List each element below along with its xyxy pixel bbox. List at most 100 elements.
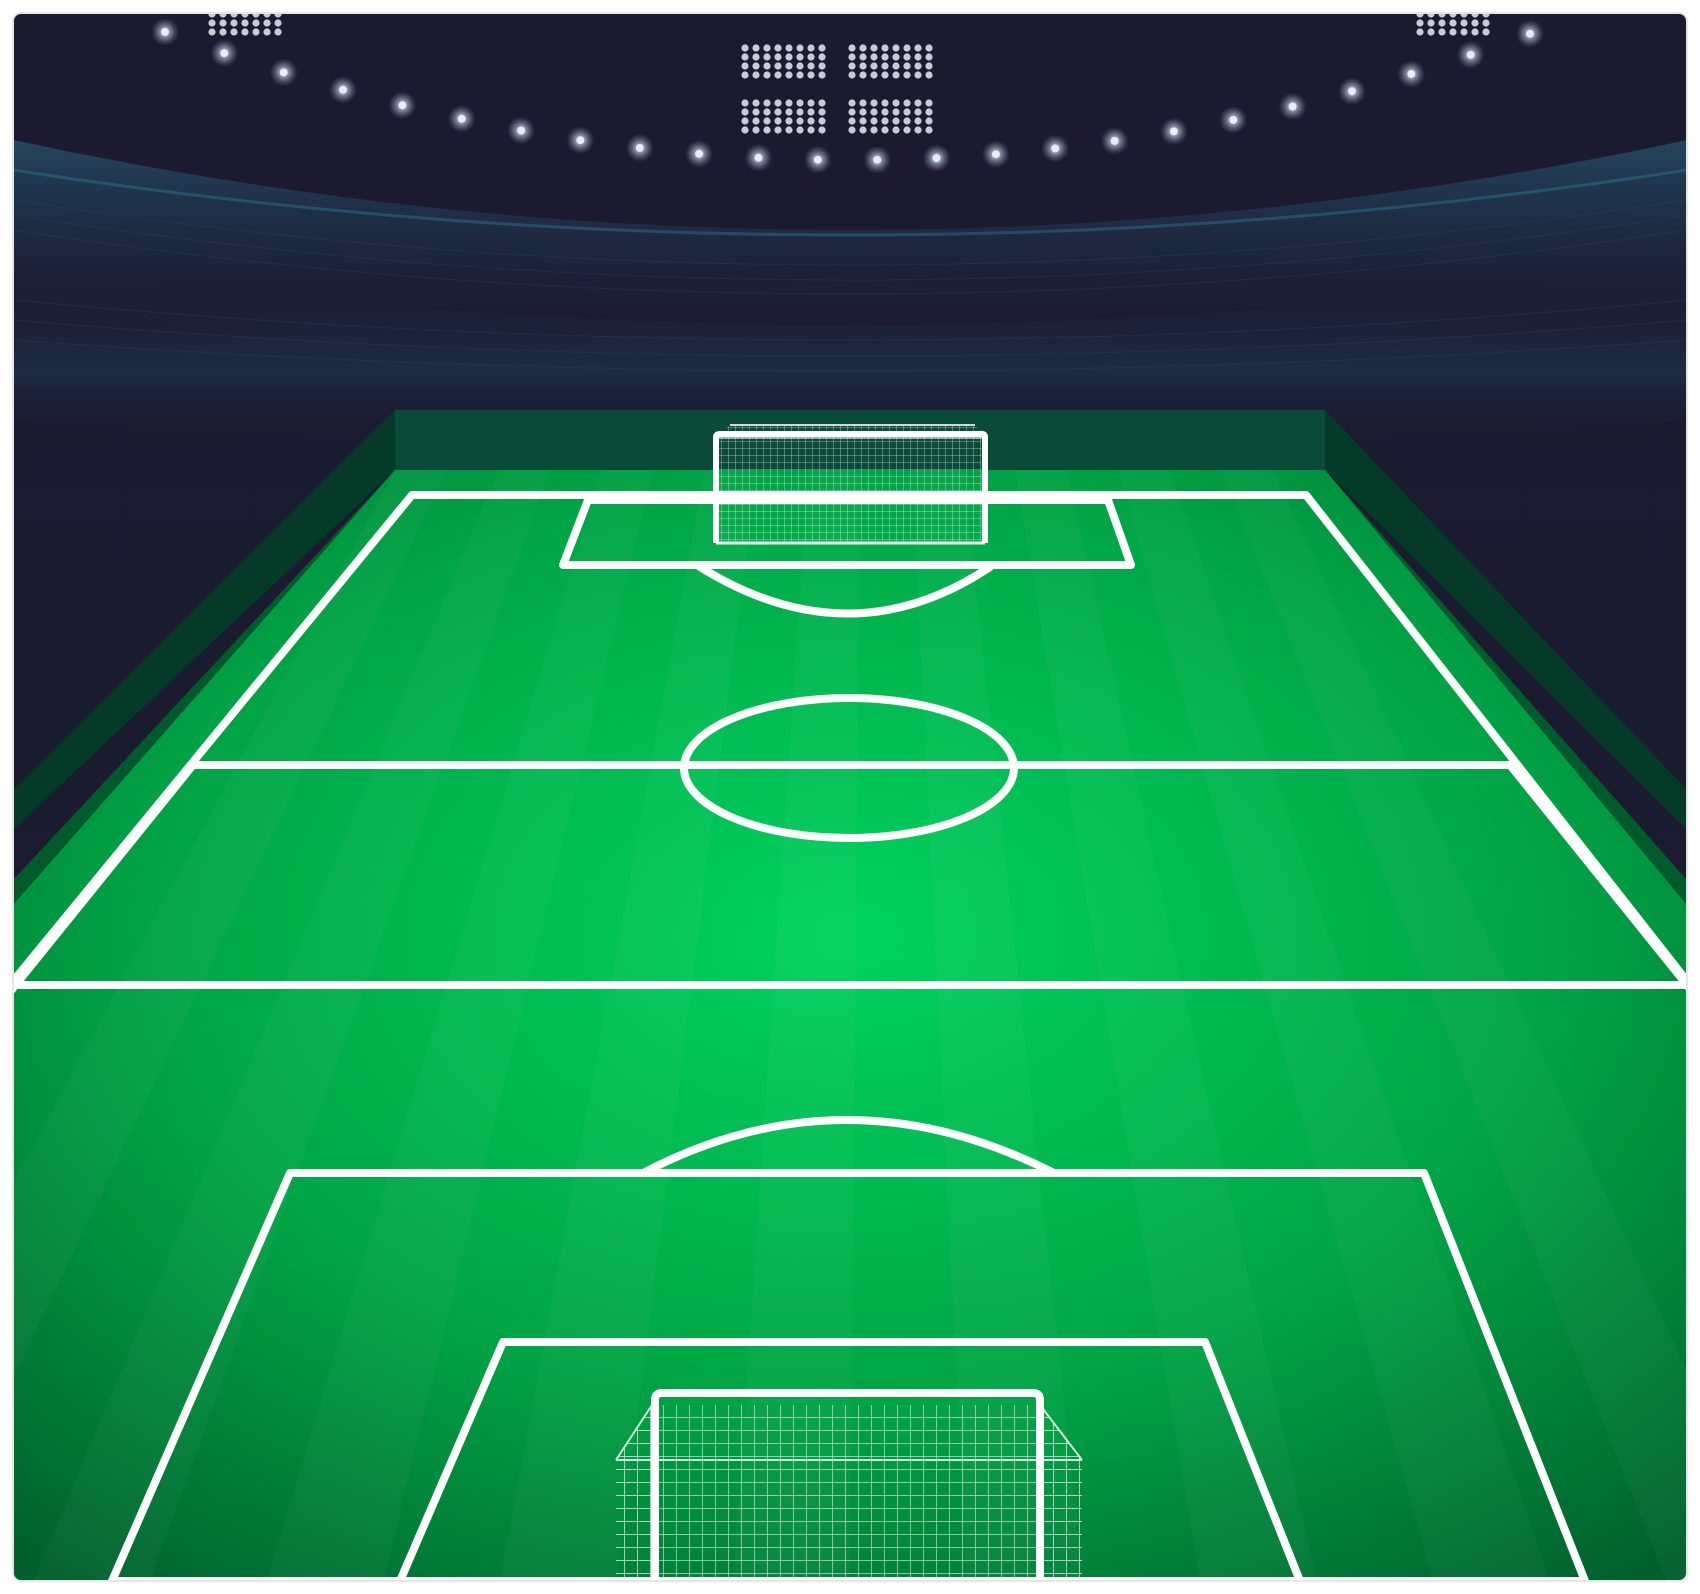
floodlight-bulb (892, 53, 900, 61)
floodlight-bulb (859, 62, 867, 70)
floodlight-bulb (903, 71, 911, 79)
pitch (13, 470, 1687, 1581)
floodlight-bulb (892, 71, 900, 79)
floodlight-bulb (859, 53, 867, 61)
floodlight-bulb (741, 99, 749, 107)
floodlight-bulb (925, 108, 933, 116)
stadium-light-core (1407, 70, 1416, 78)
far-goal-net (716, 425, 985, 543)
floodlight-bulb (903, 99, 911, 107)
floodlight-bulb (807, 99, 815, 107)
floodlight-bulb (848, 99, 856, 107)
floodlight-bulb (1471, 19, 1479, 27)
floodlight-bulb (925, 126, 933, 134)
stadium-light-core (695, 149, 704, 158)
stadium-light-core (932, 154, 941, 162)
right-wall-top (1325, 410, 1687, 830)
floodlight-bulb (752, 62, 760, 70)
floodlight-bulb (796, 108, 804, 116)
floodlight-bulb (914, 62, 922, 70)
stadium-light-core (813, 155, 822, 164)
floodlight-bulb (892, 117, 900, 125)
floodlight-bulb (818, 108, 826, 116)
floodlight-bulb (914, 117, 922, 125)
floodlight-bulb (741, 62, 749, 70)
floodlight-bulb (925, 44, 933, 52)
floodlight-bulb (796, 99, 804, 107)
goal-net-icon (615, 1389, 1083, 1581)
floodlight-bulb (763, 53, 771, 61)
floodlight-bulb (241, 19, 249, 27)
floodlight-bulb (1482, 28, 1490, 36)
floodlight-bulb (925, 71, 933, 79)
floodlight-bulb (903, 53, 911, 61)
stadium-light-core (1288, 102, 1297, 111)
floodlight-bulb (914, 99, 922, 107)
stadium-light-core (398, 101, 407, 110)
floodlight-bulb (1460, 19, 1468, 27)
floodlight-bulb (796, 53, 804, 61)
stadium-light-icon (151, 17, 1544, 174)
floodlight-bulb (741, 126, 749, 134)
floodlight-bulb (818, 44, 826, 52)
stadium-light-core (1110, 136, 1119, 145)
floodlight-bulb (741, 53, 749, 61)
floodlight-bulb (892, 99, 900, 107)
floodlight-bulb (818, 117, 826, 125)
floodlight-bulb (914, 53, 922, 61)
centre-circle (680, 694, 1018, 842)
floodlight-bulb (752, 108, 760, 116)
floodlight-bulb (752, 53, 760, 61)
floodlight-bulb (219, 28, 227, 36)
near-goal-net (616, 1405, 1082, 1581)
floodlight-bulb (763, 99, 771, 107)
far-goal-frame (713, 431, 988, 543)
stadium-light-core (754, 153, 763, 162)
floodlight-bulb (881, 53, 889, 61)
right-upper-touchline (1506, 761, 1687, 989)
floodlight-bulb (818, 126, 826, 134)
floodlight-bulb (274, 19, 282, 27)
floodlight-bulb (785, 71, 793, 79)
floodlight-bulb (774, 71, 782, 79)
floodlight-bulb (870, 62, 878, 70)
stadium-light-core (1229, 115, 1238, 124)
floodlight-bulb (859, 108, 867, 116)
floodlight-bulb (785, 62, 793, 70)
floodlight-bulb (859, 99, 867, 107)
floodlight-bulb (1449, 28, 1457, 36)
stadium-light-core (1466, 50, 1475, 59)
stadium-light-core (339, 85, 347, 94)
floodlight-bulb (807, 53, 815, 61)
near-penalty-arc (641, 1116, 1056, 1176)
near-goal-area (396, 1338, 1304, 1581)
far-penalty-arc (696, 563, 994, 618)
floodlight-bulb (807, 108, 815, 116)
floodlight-bulb (241, 28, 249, 36)
floodlight-bulb (208, 19, 216, 27)
floodlight-bulb (925, 62, 933, 70)
floodlight-bulb (219, 19, 227, 27)
lower-stand-band (13, 260, 1687, 445)
floodlight-bulb (752, 71, 760, 79)
floodlight-bulb (796, 62, 804, 70)
floodlight-bulb (774, 126, 782, 134)
floodlight-bulb (807, 62, 815, 70)
floodlight-bulb (870, 99, 878, 107)
floodlight-bulb (881, 117, 889, 125)
stadium-light-core (517, 126, 526, 135)
floodlight-bulb (870, 126, 878, 134)
left-upper-touchline (13, 761, 197, 992)
floodlight-bulb (785, 108, 793, 116)
floodlight-bulb (807, 117, 815, 125)
floodlight-bulb (848, 108, 856, 116)
floodlight-bulb (881, 126, 889, 134)
floodlight-bulb (859, 126, 867, 134)
floodlight-bulb (848, 62, 856, 70)
floodlight-bulb (870, 71, 878, 79)
stand-rim-line (13, 168, 1687, 237)
floodlight-bulb (870, 44, 878, 52)
frame-border (12, 12, 1688, 1582)
floodlight-bulb (785, 44, 793, 52)
